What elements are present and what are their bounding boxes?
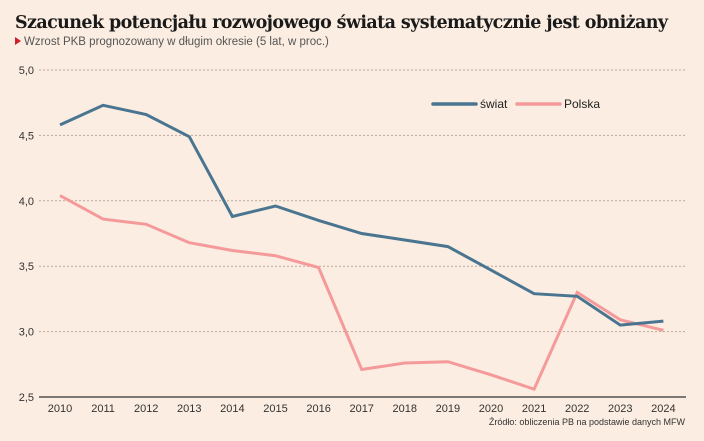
y-tick-label: 3,0 (19, 327, 34, 339)
legend: świat Polska (431, 97, 600, 111)
x-axis-ticks: 2010 2011 2012 2013 2014 2015 2016 2017 2018 2019… (48, 403, 676, 415)
series-line-swiat (59, 103, 664, 327)
x-tick-label: 2016 (306, 403, 330, 415)
series-lines (59, 103, 664, 392)
chart-subtitle: Wzrost PKB prognozowany w długim okresie… (15, 36, 329, 48)
x-tick-label: 2015 (263, 403, 287, 415)
x-tick-label: 2019 (436, 403, 460, 415)
legend-item-swiat: świat (431, 97, 508, 111)
y-tick-label: 4,0 (19, 196, 34, 208)
source-note: Źródło: obliczenia PB na podstawie danyc… (488, 417, 685, 427)
grid-lines (39, 69, 686, 398)
x-tick-label: 2020 (479, 403, 503, 415)
x-tick-label: 2021 (522, 403, 546, 415)
y-axis-ticks: 5,0 4,5 4,0 3,5 3,0 2,5 (19, 65, 34, 404)
series-line-polska (59, 194, 664, 392)
x-tick-label: 2017 (349, 403, 373, 415)
y-tick-label: 4,5 (19, 130, 34, 142)
x-tick-label: 2012 (134, 403, 158, 415)
chart-title: Szacunek potencjału rozwojowego świata s… (15, 13, 668, 33)
y-tick-label: 2,5 (19, 392, 34, 404)
x-tick-label: 2011 (91, 403, 115, 415)
x-tick-label: 2023 (608, 403, 632, 415)
x-tick-label: 2024 (651, 403, 675, 415)
y-tick-label: 3,5 (19, 261, 34, 273)
x-tick-label: 2014 (220, 403, 244, 415)
y-tick-label: 5,0 (19, 65, 34, 77)
legend-label: świat (480, 97, 508, 111)
legend-item-polska: Polska (515, 97, 600, 111)
x-tick-label: 2018 (393, 403, 417, 415)
triangle-marker-icon (15, 37, 21, 45)
x-tick-label: 2013 (177, 403, 201, 415)
legend-label: Polska (564, 97, 600, 111)
subtitle-text: Wzrost PKB prognozowany w długim okresie… (24, 36, 329, 48)
x-tick-label: 2010 (48, 403, 72, 415)
x-tick-label: 2022 (565, 403, 589, 415)
